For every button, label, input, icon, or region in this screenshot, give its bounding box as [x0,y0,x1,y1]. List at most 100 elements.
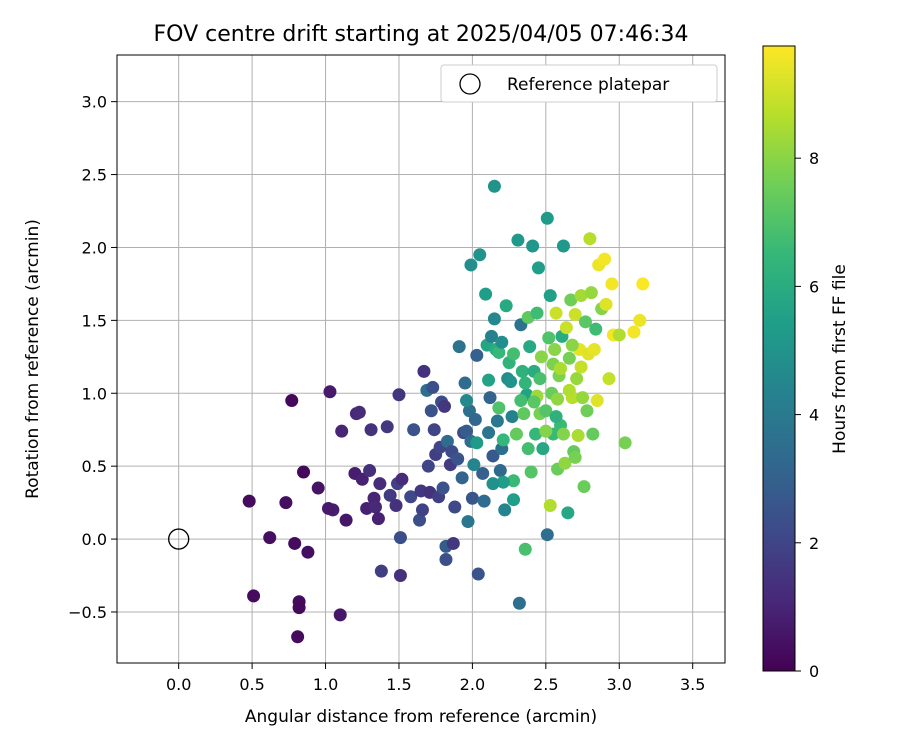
scatter-point [571,429,585,443]
x-axis-label: Angular distance from reference (arcmin) [245,707,597,727]
scatter-point [526,239,540,253]
scatter-point [636,277,650,291]
scatter-point [437,399,451,413]
scatter-point [427,423,441,437]
scatter-point [574,360,588,374]
colorbar-ticks: 0 2 4 6 8 [795,149,819,681]
scatter-point [446,536,460,550]
scatter-point [633,313,647,327]
scatter-point [534,350,548,364]
scatter-point [421,459,435,473]
scatter-point [618,436,632,450]
scatter-point [415,503,429,517]
scatter-point [436,481,450,495]
scatter-point [374,564,388,578]
scatter-point [515,364,529,378]
scatter-point [511,233,525,247]
scatter-point [487,179,501,193]
scatter-point [392,388,406,402]
scatter-point [509,427,523,441]
scatter-point [460,424,474,438]
y-tick-label: −0.5 [68,603,107,622]
scatter-point [540,528,554,542]
scatter-point [297,465,311,479]
scatter-point [451,452,465,466]
scatter-point [521,442,535,456]
scatter-point [288,536,302,550]
legend-box [440,64,718,103]
scatter-point [531,261,545,275]
scatter-point [627,325,641,339]
scatter-point [540,211,554,225]
scatter-point [482,373,496,387]
scatter-point [486,449,500,463]
scatter-point [339,513,353,527]
scatter-point [417,364,431,378]
scatter-point [458,376,472,390]
colorbar-label: Hours from first FF file [830,264,850,454]
scatter-point [467,458,481,472]
scatter-point [543,499,557,513]
scatter-point [530,306,544,320]
scatter-point [605,277,619,291]
scatter-point [285,394,299,408]
scatter-point [556,427,570,441]
scatter-point [389,499,403,513]
scatter-point [584,286,598,300]
scatter-point [612,328,626,342]
y-axis-label: Rotation from reference (arcmin) [23,219,43,499]
legend-entry-reference-platepar: Reference platepar [507,75,669,95]
scatter-point [321,501,335,515]
data-points [242,179,650,644]
colorbar-tick-label: 6 [809,277,819,296]
scatter-point [543,289,557,303]
scatter-point [558,456,572,470]
y-tick-label: 1.5 [82,311,107,330]
scatter-point [499,299,513,313]
scatter-point [570,372,584,386]
scatter-point [492,401,506,415]
scatter-point [301,545,315,559]
x-tick-label: 3.5 [680,675,705,694]
y-tick-label: 3.0 [82,93,107,112]
scatter-point [291,630,305,644]
scatter-point [355,472,369,486]
scatter-point [549,410,563,424]
y-axis-ticks: −0.5 0.0 0.5 1.0 1.5 2.0 2.5 3.0 [68,93,117,622]
colorbar-tick-label: 2 [809,534,819,553]
x-tick-label: 2.5 [533,675,558,694]
scatter-point [554,361,568,375]
scatter-point [482,426,496,440]
scatter-point [586,427,600,441]
y-tick-label: 0.5 [82,457,107,476]
scatter-point [542,331,556,345]
scatter-point [292,601,306,615]
y-tick-label: 1.0 [82,384,107,403]
scatter-point [486,477,500,491]
y-tick-label: 2.0 [82,238,107,257]
scatter-point [333,608,347,622]
scatter-point [461,515,475,529]
y-tick-label: 0.0 [82,530,107,549]
scatter-point [247,589,261,603]
scatter-point [527,395,541,409]
scatter-point [448,500,462,514]
scatter-point [477,494,491,508]
colorbar-gradient [762,45,796,672]
scatter-point [589,322,603,336]
scatter-point [523,340,537,354]
y-tick-label: 2.5 [82,166,107,185]
scatter-point [364,423,378,437]
scatter-point [393,569,407,583]
scatter-point [393,531,407,545]
x-tick-label: 1.0 [313,675,338,694]
scatter-point [413,513,427,527]
scatter-point [496,475,510,489]
scatter-point [476,466,490,480]
scatter-point [536,442,550,456]
scatter-point [577,480,591,494]
x-tick-label: 1.5 [386,675,411,694]
scatter-point [368,500,382,514]
scatter-point [470,436,484,450]
reference-platepar-marker [168,528,190,550]
